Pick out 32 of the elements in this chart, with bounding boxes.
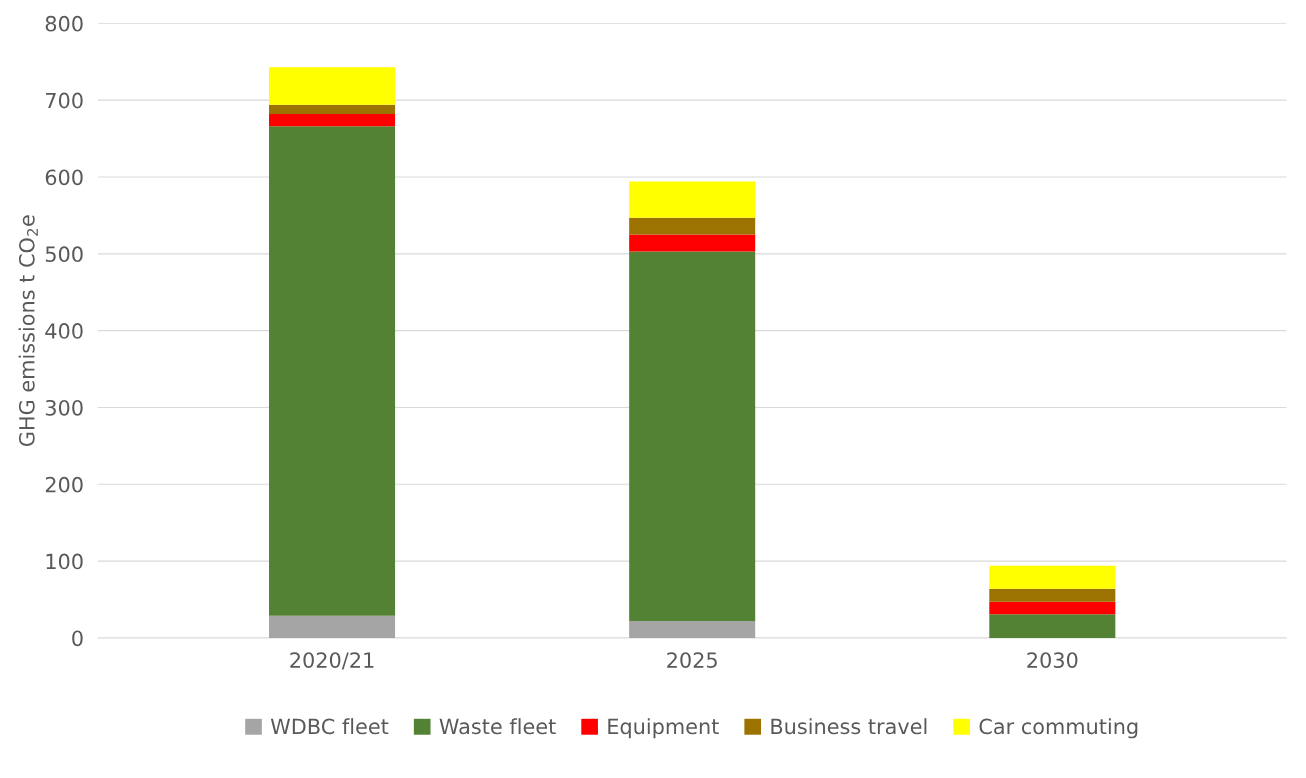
bar — [989, 588, 1116, 602]
y-tick-label: 500 — [45, 246, 83, 263]
legend-label: Waste fleet — [439, 718, 556, 735]
y-tick-label: 400 — [45, 323, 83, 339]
x-tick-label: 2030 — [1027, 652, 1078, 668]
y-tick-label: 0 — [72, 630, 83, 647]
bar — [629, 217, 756, 235]
legend-label: Equipment — [608, 718, 719, 739]
bar — [269, 615, 396, 638]
y-tick-label: 200 — [45, 476, 83, 493]
y-tick-label: 700 — [46, 92, 83, 109]
bar — [269, 67, 396, 105]
y-tick-label: 800 — [45, 15, 83, 32]
legend-label: Car commuting — [979, 718, 1138, 739]
bar — [629, 621, 756, 638]
legend-label: WDBC fleet — [270, 718, 389, 735]
bar — [269, 104, 396, 114]
y-tick-label: 600 — [45, 169, 83, 186]
x-tick-label: 2025 — [667, 652, 717, 668]
bar — [269, 114, 396, 127]
bar — [989, 614, 1116, 638]
x-tick-label: 2020/21 — [290, 652, 374, 670]
bar — [629, 251, 756, 622]
legend-label: Business travel — [771, 718, 927, 735]
y-axis-title: GHG emissions t CO$_{2}$e — [18, 215, 38, 447]
bar — [989, 565, 1116, 589]
bar — [629, 181, 756, 218]
y-tick-label: 100 — [46, 553, 83, 570]
bar — [269, 126, 396, 616]
bar — [629, 234, 756, 252]
y-tick-label: 300 — [45, 399, 83, 416]
bar — [989, 601, 1116, 615]
